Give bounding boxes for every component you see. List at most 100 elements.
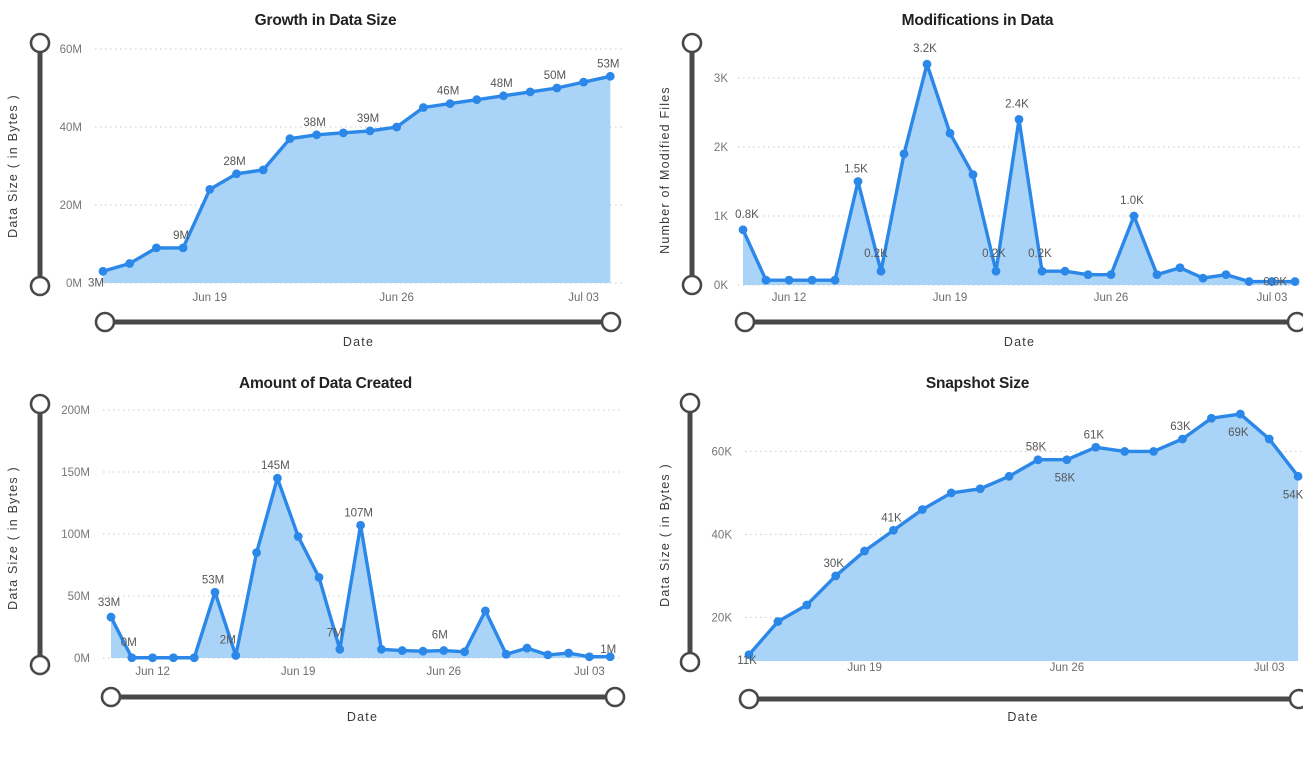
data-point[interactable] bbox=[1178, 434, 1187, 444]
data-point[interactable] bbox=[830, 275, 840, 285]
data-point[interactable] bbox=[564, 648, 573, 658]
data-point[interactable] bbox=[98, 266, 108, 276]
data-point[interactable] bbox=[1062, 455, 1072, 465]
x-zoom-slider-handle-left[interactable] bbox=[94, 311, 116, 333]
data-point[interactable] bbox=[922, 59, 932, 69]
data-point[interactable] bbox=[1149, 447, 1158, 456]
x-zoom-slider-handle-left[interactable] bbox=[738, 688, 760, 710]
x-zoom-slider-handle-right[interactable] bbox=[1288, 688, 1303, 710]
data-point[interactable] bbox=[1033, 455, 1043, 465]
data-point[interactable] bbox=[232, 169, 241, 179]
data-point[interactable] bbox=[1083, 270, 1093, 280]
data-point[interactable] bbox=[831, 571, 841, 581]
x-zoom-slider-handle-left[interactable] bbox=[734, 311, 756, 333]
y-zoom-slider-handle-top[interactable] bbox=[29, 393, 51, 415]
data-point[interactable] bbox=[543, 650, 553, 660]
data-point[interactable] bbox=[365, 126, 375, 136]
data-point[interactable] bbox=[1129, 211, 1139, 221]
y-zoom-slider-handle-top[interactable] bbox=[679, 392, 701, 414]
data-point[interactable] bbox=[1120, 447, 1130, 456]
data-point[interactable] bbox=[761, 275, 771, 285]
data-point[interactable] bbox=[312, 130, 321, 140]
data-point[interactable] bbox=[231, 651, 241, 660]
data-point[interactable] bbox=[356, 520, 365, 530]
data-point[interactable] bbox=[335, 644, 345, 654]
data-point[interactable] bbox=[1293, 471, 1303, 481]
data-point[interactable] bbox=[899, 149, 909, 159]
data-point[interactable] bbox=[605, 652, 615, 662]
x-zoom-slider-handle-right[interactable] bbox=[604, 686, 626, 708]
data-point[interactable] bbox=[293, 532, 303, 541]
data-point[interactable] bbox=[1267, 277, 1277, 286]
data-point[interactable] bbox=[189, 653, 199, 663]
data-point[interactable] bbox=[1264, 434, 1274, 444]
data-point[interactable] bbox=[525, 87, 535, 97]
data-point[interactable] bbox=[252, 548, 261, 557]
data-point[interactable] bbox=[314, 573, 324, 582]
data-point[interactable] bbox=[205, 185, 215, 194]
data-point[interactable] bbox=[419, 103, 428, 112]
y-zoom-slider-handle-bottom[interactable] bbox=[679, 651, 701, 673]
data-point[interactable] bbox=[392, 122, 402, 132]
data-point[interactable] bbox=[889, 525, 898, 535]
data-point[interactable] bbox=[605, 71, 615, 81]
data-point[interactable] bbox=[1091, 442, 1101, 452]
data-point[interactable] bbox=[522, 643, 532, 653]
data-point[interactable] bbox=[744, 650, 754, 660]
data-point[interactable] bbox=[1060, 266, 1070, 276]
data-point[interactable] bbox=[127, 653, 137, 663]
data-point[interactable] bbox=[377, 644, 386, 654]
data-point[interactable] bbox=[1106, 270, 1116, 280]
data-point[interactable] bbox=[784, 275, 794, 285]
data-point[interactable] bbox=[501, 649, 511, 659]
data-point[interactable] bbox=[1290, 277, 1300, 286]
data-point[interactable] bbox=[148, 653, 158, 663]
data-point[interactable] bbox=[1037, 266, 1047, 276]
data-point[interactable] bbox=[585, 652, 594, 662]
y-zoom-slider-handle-top[interactable] bbox=[29, 32, 51, 54]
y-zoom-slider-handle-bottom[interactable] bbox=[29, 275, 51, 297]
data-point[interactable] bbox=[876, 266, 886, 276]
data-point[interactable] bbox=[773, 617, 783, 626]
y-zoom-slider-handle-bottom[interactable] bbox=[29, 654, 51, 676]
data-point[interactable] bbox=[481, 606, 490, 616]
data-point[interactable] bbox=[106, 612, 116, 622]
data-point[interactable] bbox=[552, 83, 562, 93]
x-zoom-slider-handle-left[interactable] bbox=[100, 686, 122, 708]
y-zoom-slider-handle-bottom[interactable] bbox=[681, 274, 703, 296]
data-point[interactable] bbox=[178, 243, 188, 253]
data-point[interactable] bbox=[169, 653, 178, 663]
data-point[interactable] bbox=[210, 587, 220, 597]
data-point[interactable] bbox=[499, 91, 508, 101]
x-zoom-slider-handle-right[interactable] bbox=[600, 311, 622, 333]
data-point[interactable] bbox=[853, 177, 863, 186]
data-point[interactable] bbox=[968, 170, 978, 180]
data-point[interactable] bbox=[397, 646, 407, 655]
data-point[interactable] bbox=[1152, 270, 1162, 280]
data-point[interactable] bbox=[439, 646, 449, 655]
data-point[interactable] bbox=[258, 165, 268, 175]
data-point[interactable] bbox=[1207, 413, 1216, 423]
data-point[interactable] bbox=[418, 646, 428, 656]
data-point[interactable] bbox=[1198, 273, 1208, 283]
data-point[interactable] bbox=[1014, 115, 1024, 124]
data-point[interactable] bbox=[338, 128, 348, 138]
data-point[interactable] bbox=[445, 99, 455, 108]
data-point[interactable] bbox=[945, 128, 955, 138]
data-point[interactable] bbox=[152, 243, 161, 253]
data-point[interactable] bbox=[472, 95, 482, 105]
data-point[interactable] bbox=[1235, 409, 1245, 419]
data-point[interactable] bbox=[802, 600, 812, 610]
data-point[interactable] bbox=[273, 473, 282, 483]
data-point[interactable] bbox=[946, 488, 956, 498]
data-point[interactable] bbox=[579, 77, 588, 87]
data-point[interactable] bbox=[1175, 263, 1185, 273]
data-point[interactable] bbox=[807, 275, 817, 285]
data-point[interactable] bbox=[460, 647, 469, 657]
data-point[interactable] bbox=[1221, 270, 1231, 280]
data-point[interactable] bbox=[285, 134, 295, 144]
data-point[interactable] bbox=[738, 225, 748, 235]
data-point[interactable] bbox=[860, 546, 869, 556]
data-point[interactable] bbox=[975, 484, 985, 494]
data-point[interactable] bbox=[991, 266, 1001, 276]
